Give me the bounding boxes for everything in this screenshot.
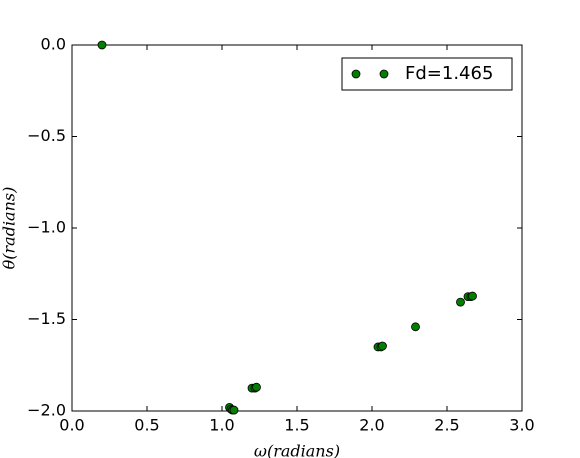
x-tick-label: 3.0 [509,416,534,435]
x-tick-label: 1.0 [209,416,234,435]
x-tick-label: 2.0 [359,416,384,435]
point [378,341,387,351]
point [252,382,261,392]
y-tick-label: −1.5 [27,309,66,328]
legend-marker [351,69,361,79]
x-axis-label: ω(radians) [254,442,340,458]
y-axis-label: θ(radians) [0,187,19,270]
x-tick-label: 0.5 [134,416,159,435]
point [97,40,107,50]
point [229,405,239,415]
legend-label: Fd=1.465 [405,63,493,84]
y-tick-label: −1.0 [27,218,66,237]
x-tick-label: 0.0 [59,416,84,435]
point [411,322,420,332]
y-tick-label: −2.0 [27,401,66,420]
y-tick-label: −0.5 [27,126,66,145]
y-tick-label: 0.0 [41,35,66,54]
x-tick-label: 2.5 [434,416,459,435]
legend-marker [379,69,389,79]
legend-box [341,57,513,91]
point [456,297,465,307]
point [468,291,477,301]
plot-frame [71,44,523,412]
x-tick-label: 1.5 [284,416,309,435]
